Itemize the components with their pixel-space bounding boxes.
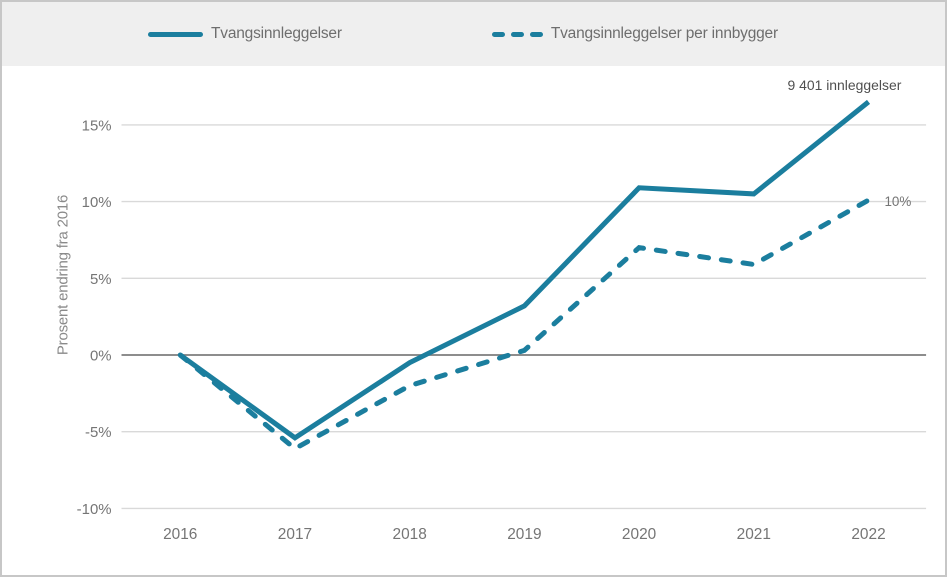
y-tick-label: -10% [77,501,112,518]
legend: Tvangsinnleggelser Tvangsinnleggelser pe… [2,2,945,66]
y-tick-label: 10% [82,194,112,211]
legend-dash [529,31,543,37]
x-tick-label: 2019 [507,526,541,543]
x-tick-label: 2016 [163,526,197,543]
y-tick-label: 0% [90,347,112,364]
y-tick-label: -5% [85,424,112,441]
y-axis-title: Prosent endring fra 2016 [54,194,72,356]
x-tick-label: 2018 [393,526,427,543]
legend-dash [491,31,505,37]
series-line-solid [178,99,871,441]
legend-label: Tvangsinnleggelser [211,25,342,42]
legend-item-tvangsinnleggelser: Tvangsinnleggelser [148,25,342,43]
annotation-label: 9 401 innleggelser [787,77,901,93]
series-line-dashed [177,197,872,452]
x-tick-label: 2022 [851,526,885,543]
x-tick-label: 2017 [278,526,312,543]
y-tick-label: 15% [82,117,112,134]
y-tick-label: 5% [90,271,112,288]
legend-item-tvangsinnleggelser-per-innbygger: Tvangsinnleggelser per innbygger [491,25,778,43]
solid-line-swatch-icon [148,31,203,37]
x-tick-label: 2021 [737,526,771,543]
x-tick-label: 2020 [622,526,656,543]
legend-label: Tvangsinnleggelser per innbygger [550,25,778,42]
line-chart: 15% 10% 5% 0% -5% -10% 2016 2017 2018 2019 2020 202… [77,77,927,543]
dashed-line-swatch-icon [491,31,543,37]
legend-dash [510,31,524,37]
annotation-label: 10% [884,194,911,209]
plot-area: 15% 10% 5% 0% -5% -10% 2016 2017 2018 2019 2020 202… [2,66,945,575]
